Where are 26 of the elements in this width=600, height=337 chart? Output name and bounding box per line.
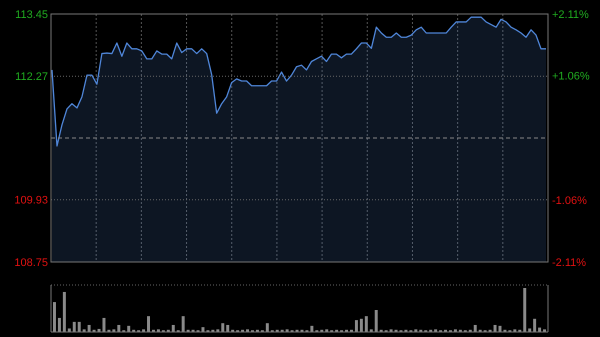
bar xyxy=(364,316,368,332)
y2-tick-label: +1.06% xyxy=(552,70,590,83)
bar xyxy=(52,302,56,332)
bar xyxy=(494,324,497,332)
y-tick-label: 113.45 xyxy=(15,8,48,21)
bar xyxy=(62,292,66,332)
bar xyxy=(182,316,185,332)
bar xyxy=(117,324,120,332)
y2-tick-label: -2.11% xyxy=(552,256,586,269)
y-tick-label: 109.93 xyxy=(14,194,48,207)
y-tick-label: 112.27 xyxy=(15,71,48,84)
bar xyxy=(533,318,536,332)
bar xyxy=(360,318,363,332)
bar xyxy=(147,316,150,332)
bar xyxy=(102,318,106,332)
bar xyxy=(58,318,61,332)
bar xyxy=(498,326,502,332)
bar xyxy=(354,320,358,332)
bar xyxy=(538,328,542,332)
bar xyxy=(201,327,204,332)
bar xyxy=(310,326,314,332)
y-tick-label: 108.75 xyxy=(14,256,48,269)
y2-tick-label: +2.11% xyxy=(552,8,590,21)
y2-tick-label: -1.06% xyxy=(552,195,588,208)
bar xyxy=(88,324,91,332)
bar xyxy=(266,323,269,332)
